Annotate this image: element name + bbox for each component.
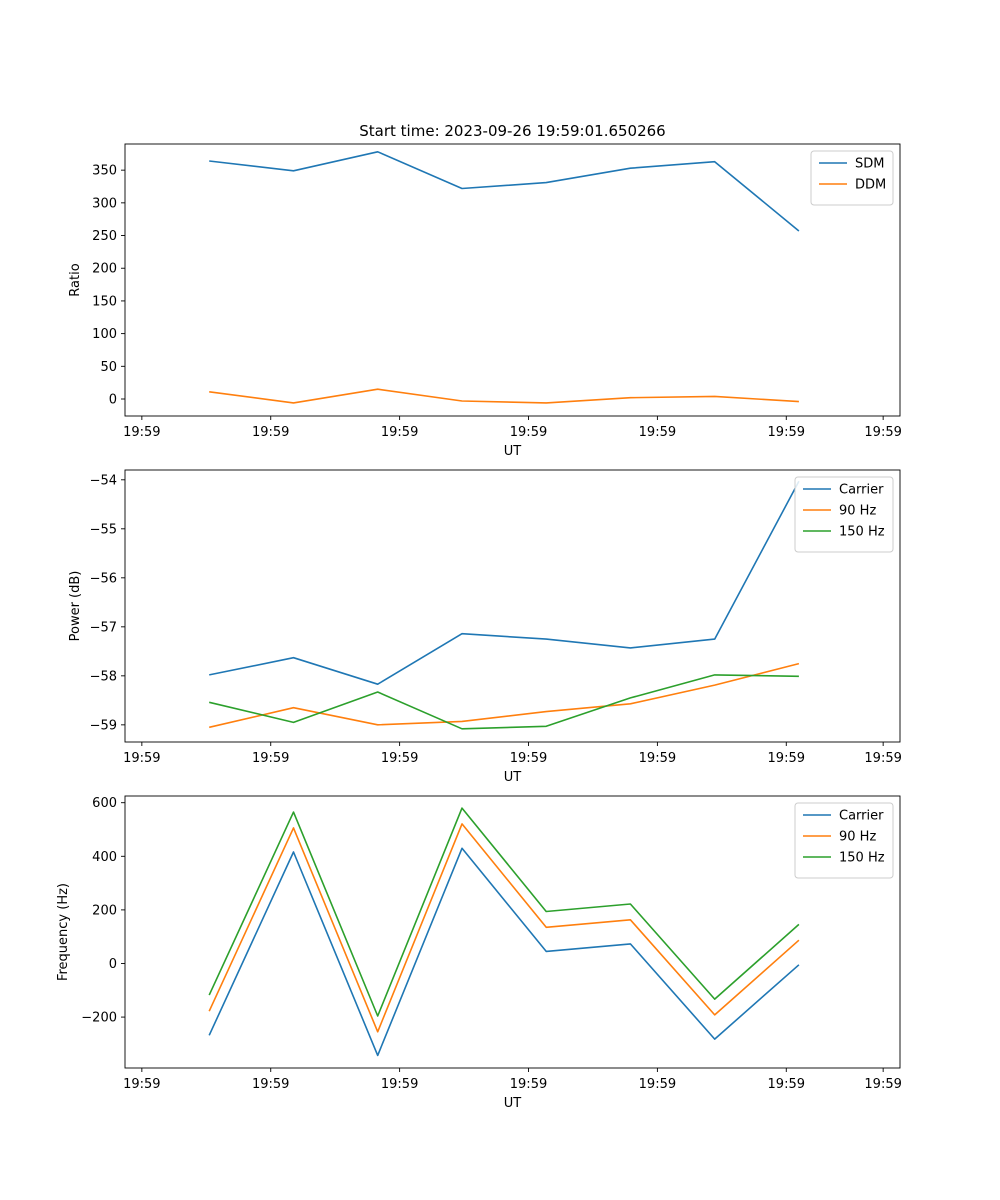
y-tick-label: 100 (92, 327, 117, 342)
y-tick-label: 0 (109, 957, 117, 972)
x-tick-label: 19:59 (252, 1077, 289, 1092)
x-tick-label: 19:59 (768, 751, 805, 766)
legend-box (794, 802, 894, 879)
legend: Carrier 90 Hz 150 Hz (794, 802, 894, 879)
x-tick-label: 19:59 (123, 751, 160, 766)
x-tick-label: 19:59 (381, 751, 418, 766)
legend-label: 150 Hz (839, 525, 885, 540)
x-tick-label: 19:59 (123, 1077, 160, 1092)
legend: SDM DDM (810, 150, 894, 206)
legend: Carrier 90 Hz 150 Hz (794, 476, 894, 553)
y-tick-label: 250 (92, 229, 117, 244)
x-tick-label: 19:59 (639, 751, 676, 766)
series-line-ddm (209, 388, 799, 404)
y-axis-label: Ratio (68, 263, 83, 296)
series-line-carrier (209, 480, 800, 686)
x-tick-label: 19:59 (639, 1077, 676, 1092)
figure-title: Start time: 2023-09-26 19:59:01.650266 (359, 122, 665, 140)
series-line-90-hz (208, 823, 800, 1033)
legend-label: Carrier (839, 809, 884, 824)
x-axis-label: UT (504, 444, 522, 459)
legend-label: 150 Hz (839, 851, 885, 866)
legend-label: Carrier (839, 483, 884, 498)
y-tick-label: 350 (92, 164, 117, 179)
legend-label: DDM (855, 178, 886, 193)
y-tick-label: 200 (92, 262, 117, 277)
y-tick-label: 50 (100, 360, 117, 375)
x-tick-label: 19:59 (381, 425, 418, 440)
x-tick-label: 19:59 (768, 425, 805, 440)
x-tick-label: 19:59 (864, 751, 901, 766)
chart-panel-1: 19:59 19:59 19:59 19:59 19:59 19:59 19:59 0 50 10… (68, 143, 902, 459)
y-tick-label: 200 (92, 903, 117, 918)
y-tick-label: 300 (92, 196, 117, 211)
y-tick-label: 400 (92, 850, 117, 865)
x-axis-label: UT (504, 1096, 522, 1111)
x-tick-label: 19:59 (252, 751, 289, 766)
y-tick-label: −58 (90, 669, 117, 684)
y-axis-label: Frequency (Hz) (56, 883, 71, 981)
y-tick-label: −56 (90, 571, 117, 586)
x-axis-label: UT (504, 770, 522, 785)
series-line-150-hz (208, 807, 800, 1017)
y-tick-label: −55 (90, 522, 117, 537)
legend-label: 90 Hz (839, 504, 876, 519)
plot-frame (124, 143, 901, 417)
legend-label: SDM (855, 157, 884, 172)
x-tick-label: 19:59 (381, 1077, 418, 1092)
legend-box (794, 476, 894, 553)
series-line-150-hz (209, 674, 799, 730)
x-tick-label: 19:59 (510, 751, 547, 766)
x-tick-label: 19:59 (639, 425, 676, 440)
x-tick-label: 19:59 (510, 1077, 547, 1092)
series-line-90-hz (209, 662, 800, 729)
y-axis-label: Power (dB) (68, 571, 83, 642)
chart-panel-2: 19:59 19:59 19:59 19:59 19:59 19:59 19:59 −59 −5… (68, 469, 902, 785)
series-line-carrier (208, 847, 800, 1057)
y-tick-label: −54 (90, 473, 117, 488)
chart-panel-3: 19:59 19:59 19:59 19:59 19:59 19:59 19:59 −200 0… (56, 795, 902, 1111)
plot-frame (124, 795, 901, 1069)
legend-label: 90 Hz (839, 830, 876, 845)
y-tick-label: −200 (81, 1011, 117, 1026)
x-tick-label: 19:59 (123, 425, 160, 440)
series-line-sdm (209, 151, 800, 232)
x-tick-label: 19:59 (768, 1077, 805, 1092)
plot-frame (124, 469, 901, 743)
x-tick-label: 19:59 (252, 425, 289, 440)
y-tick-label: −57 (90, 620, 117, 635)
x-tick-label: 19:59 (864, 425, 901, 440)
y-tick-label: −59 (90, 718, 117, 733)
y-tick-label: 600 (92, 796, 117, 811)
x-tick-label: 19:59 (864, 1077, 901, 1092)
y-tick-label: 150 (92, 294, 117, 309)
y-tick-label: 0 (109, 393, 117, 408)
x-tick-label: 19:59 (510, 425, 547, 440)
legend-box (810, 150, 894, 206)
